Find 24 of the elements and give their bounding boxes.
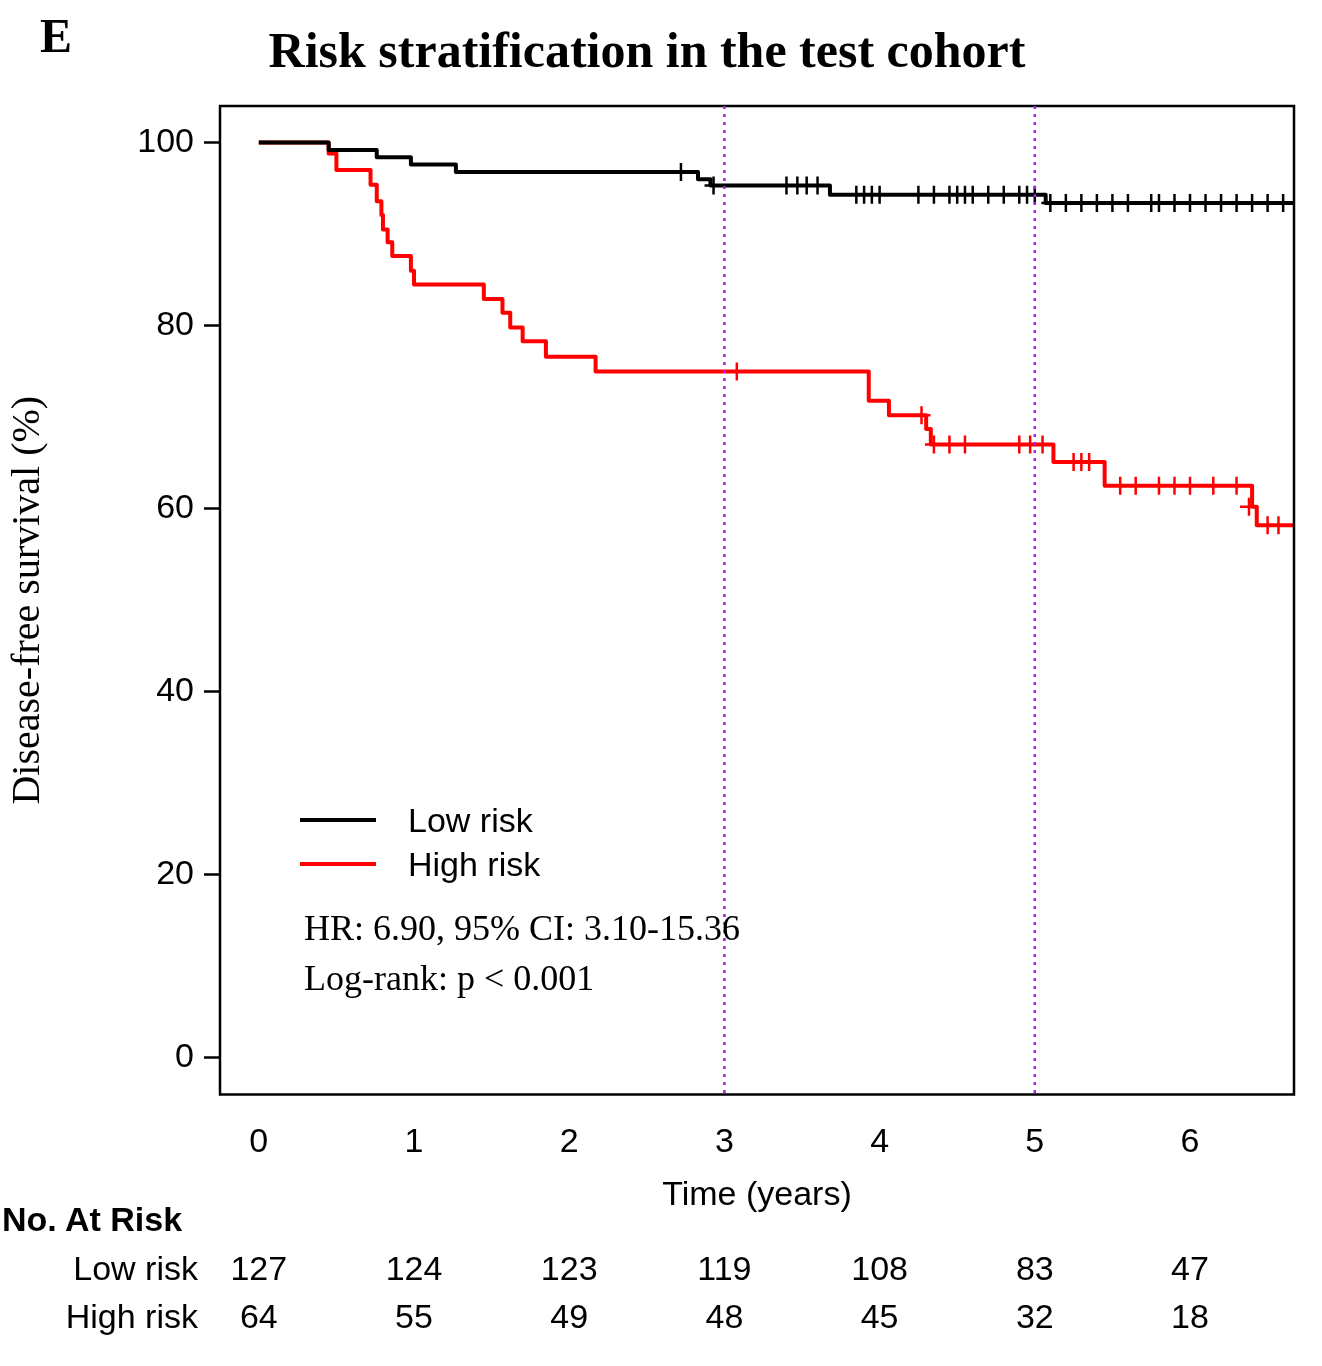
x-tick-label: 6 [1180, 1121, 1200, 1160]
x-tick-label: 4 [870, 1121, 890, 1160]
annotation: Log-rank: p < 0.001 [304, 956, 595, 999]
chart-title: Risk stratification in the test cohort [268, 21, 1026, 78]
text: Low risk 127 124 123 119 108 83 47 [73, 1249, 1209, 1288]
x-tick-label: 0 [249, 1121, 269, 1160]
x-tick-label: 2 [559, 1121, 579, 1160]
x-tick-label: 3 [714, 1121, 734, 1160]
legend-label: High risk [408, 843, 541, 885]
text: High risk 64 55 49 48 45 32 18 [65, 1297, 1209, 1336]
y-tick-label: 80 [156, 304, 194, 343]
y-tick-label: 40 [156, 670, 194, 709]
text: E [40, 8, 73, 63]
x-tick-label: 5 [1025, 1121, 1045, 1160]
legend-label: Low risk [408, 799, 533, 841]
text: No. At Risk [2, 1200, 183, 1240]
y-tick-label: 20 [156, 853, 194, 892]
y-tick-label: 60 [156, 487, 194, 526]
annotation: HR: 6.90, 95% CI: 3.10-15.36 [304, 906, 740, 949]
y-axis-title: Disease-free survival (%) [2, 395, 48, 805]
y-tick-label: 100 [137, 120, 194, 159]
y-tick-label: 0 [175, 1036, 194, 1075]
x-tick-label: 1 [404, 1121, 424, 1160]
x-axis-title: Time (years) [662, 1173, 852, 1212]
